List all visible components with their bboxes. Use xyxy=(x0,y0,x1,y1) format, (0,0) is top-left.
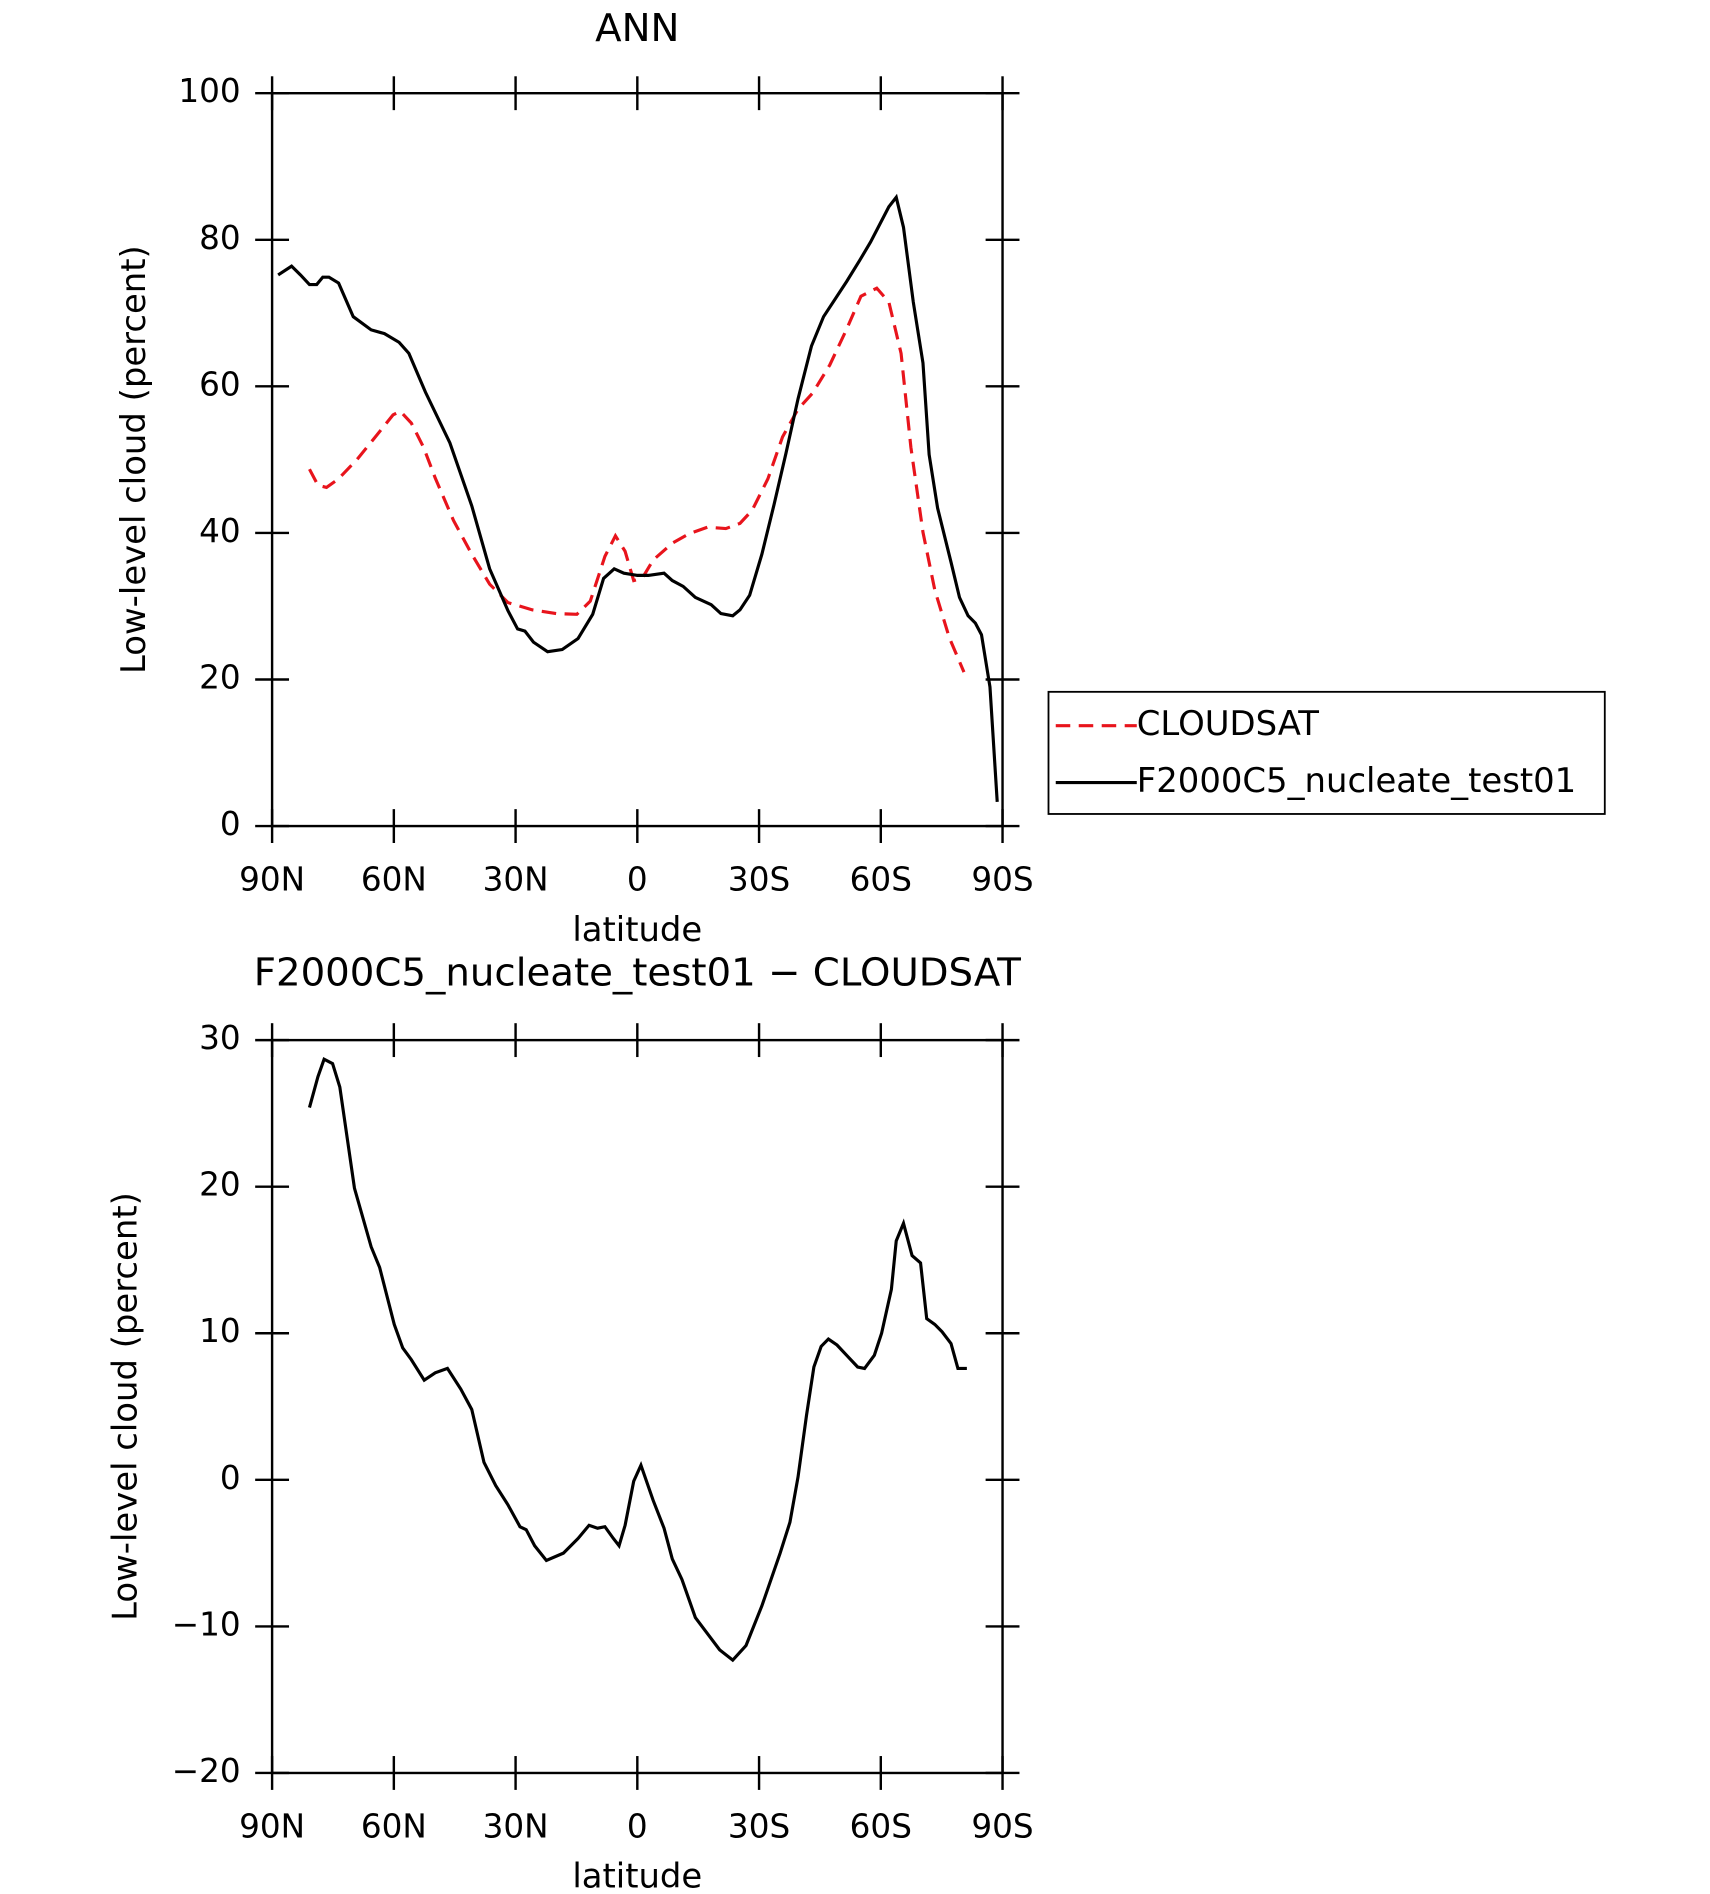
y-tick-label: 20 xyxy=(199,658,241,696)
data-line xyxy=(307,1057,967,1663)
chart-title: F2000C5_nucleate_test01 − CLOUDSAT xyxy=(254,950,1022,995)
y-tick-label: −10 xyxy=(172,1605,241,1643)
x-tick-label: 60N xyxy=(361,1808,427,1846)
y-tick-label: 40 xyxy=(199,512,241,550)
data-line xyxy=(308,286,966,673)
x-tick-label: 90N xyxy=(239,861,305,899)
x-tick-label: 30S xyxy=(728,1808,790,1846)
y-tick-label: 80 xyxy=(199,219,241,257)
y-tick-label: 10 xyxy=(199,1312,241,1350)
x-tick-label: 60S xyxy=(850,861,912,899)
plot-frame xyxy=(270,1038,1004,1775)
legend-label: CLOUDSAT xyxy=(1137,704,1319,743)
x-tick-label: 0 xyxy=(627,861,648,899)
x-axis-label: latitude xyxy=(572,1857,702,1894)
y-tick-label: 0 xyxy=(220,1459,241,1497)
x-tick-label: 90N xyxy=(239,1808,305,1846)
y-axis-label: Low-level cloud (percent) xyxy=(114,245,153,674)
x-tick-label: 60N xyxy=(361,861,427,899)
data-line xyxy=(277,193,999,802)
y-tick-label: −20 xyxy=(172,1752,241,1790)
x-tick-label: 90S xyxy=(971,861,1033,899)
y-axis-label: Low-level cloud (percent) xyxy=(105,1192,144,1621)
x-tick-label: 90S xyxy=(971,1808,1033,1846)
x-tick-label: 0 xyxy=(627,1808,648,1846)
x-tick-label: 30N xyxy=(483,1808,549,1846)
y-tick-label: 100 xyxy=(178,72,240,110)
y-tick-label: 30 xyxy=(199,1019,241,1057)
x-tick-label: 60S xyxy=(850,1808,912,1846)
x-axis-label: latitude xyxy=(572,910,702,949)
x-tick-label: 30N xyxy=(483,861,549,899)
chart-title: ANN xyxy=(595,6,679,51)
x-tick-label: 30S xyxy=(728,861,790,899)
y-tick-label: 0 xyxy=(220,805,241,843)
y-tick-label: 60 xyxy=(199,365,241,403)
legend-box xyxy=(1047,690,1606,815)
legend-label: F2000C5_nucleate_test01 xyxy=(1137,761,1576,800)
y-tick-label: 20 xyxy=(199,1166,241,1204)
